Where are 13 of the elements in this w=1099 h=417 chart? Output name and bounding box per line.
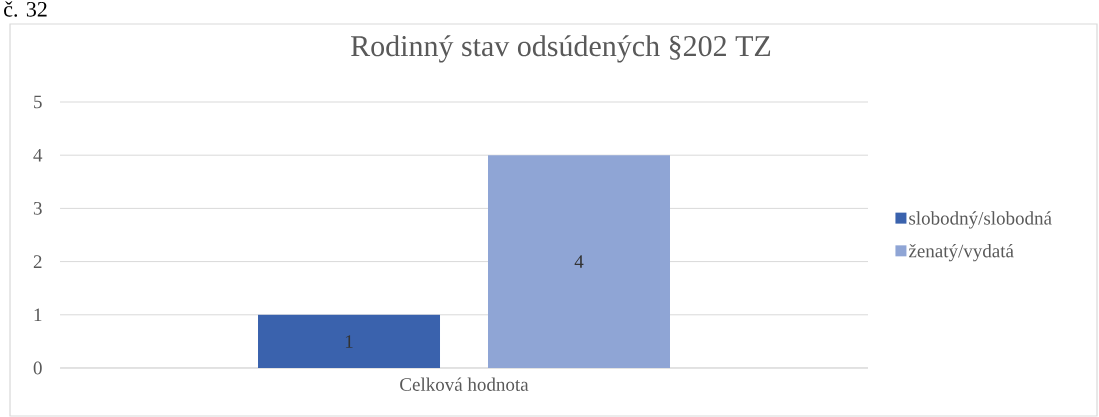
y-tick-label: 5	[34, 95, 42, 109]
chart-title: Rodinný stav odsúdených §202 TZ	[351, 35, 771, 63]
y-tick-label: 4	[33, 148, 43, 162]
legend-label: slobodný/slobodná	[909, 211, 1052, 229]
y-tick-label: 1	[34, 308, 42, 322]
data-label: 1	[345, 335, 353, 348]
data-label: 4	[574, 255, 584, 268]
y-tick-label: 2	[33, 255, 42, 268]
y-tick-label: 3	[33, 202, 42, 215]
y-tick-label: 0	[33, 361, 42, 375]
x-tick-label: Celková hodnota	[400, 377, 529, 391]
text: č. 32	[4, 1, 47, 17]
legend-label: ženatý/vydatá	[908, 243, 1014, 262]
